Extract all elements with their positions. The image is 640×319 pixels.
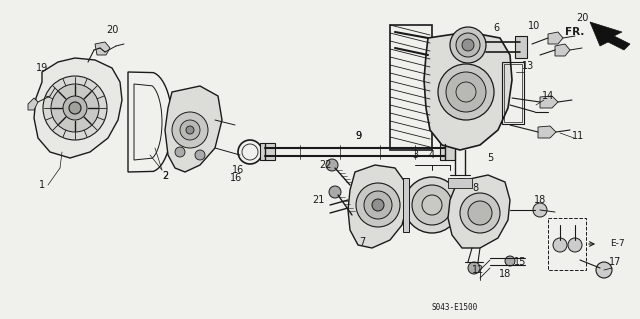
- Circle shape: [596, 262, 612, 278]
- Text: 21: 21: [312, 195, 324, 205]
- Text: 16: 16: [230, 173, 242, 183]
- Text: 10: 10: [528, 21, 540, 31]
- Text: 20: 20: [576, 13, 588, 23]
- Circle shape: [195, 150, 205, 160]
- Text: 3: 3: [412, 150, 418, 160]
- Polygon shape: [424, 32, 512, 150]
- Bar: [440, 143, 455, 160]
- Circle shape: [404, 177, 460, 233]
- Circle shape: [505, 256, 515, 266]
- Circle shape: [462, 39, 474, 51]
- Text: 6: 6: [493, 23, 499, 33]
- Text: 15: 15: [514, 257, 526, 267]
- Circle shape: [372, 199, 384, 211]
- Text: 9: 9: [355, 131, 361, 141]
- Bar: [548, 218, 586, 270]
- Circle shape: [412, 185, 452, 225]
- Bar: [403, 178, 409, 232]
- Bar: [504, 64, 522, 122]
- Circle shape: [51, 84, 99, 132]
- Circle shape: [553, 238, 567, 252]
- Polygon shape: [28, 98, 38, 110]
- Circle shape: [438, 64, 494, 120]
- Text: 14: 14: [542, 91, 554, 101]
- Text: 12: 12: [472, 265, 484, 275]
- Text: 8: 8: [472, 183, 478, 193]
- Polygon shape: [548, 32, 563, 44]
- Circle shape: [456, 33, 480, 57]
- Text: 1: 1: [39, 180, 45, 190]
- Circle shape: [326, 159, 338, 171]
- Text: FR.: FR.: [565, 27, 585, 37]
- Circle shape: [533, 203, 547, 217]
- Text: 17: 17: [609, 257, 621, 267]
- Polygon shape: [555, 44, 570, 56]
- Polygon shape: [34, 58, 122, 158]
- Circle shape: [172, 112, 208, 148]
- Polygon shape: [95, 42, 110, 55]
- Circle shape: [63, 96, 87, 120]
- Circle shape: [446, 72, 486, 112]
- Circle shape: [450, 27, 486, 63]
- Text: 4: 4: [429, 150, 435, 160]
- Text: 13: 13: [522, 61, 534, 71]
- Circle shape: [460, 193, 500, 233]
- Polygon shape: [448, 178, 472, 188]
- Circle shape: [468, 201, 492, 225]
- Circle shape: [69, 102, 81, 114]
- Circle shape: [180, 120, 200, 140]
- Circle shape: [175, 147, 185, 157]
- Circle shape: [329, 186, 341, 198]
- Bar: [260, 143, 275, 160]
- Text: 11: 11: [572, 131, 584, 141]
- Circle shape: [43, 76, 107, 140]
- Text: 2: 2: [162, 171, 168, 181]
- Text: 2: 2: [162, 171, 168, 181]
- Text: 7: 7: [359, 237, 365, 247]
- Text: 22: 22: [319, 160, 332, 170]
- Circle shape: [364, 191, 392, 219]
- Polygon shape: [348, 165, 408, 248]
- Circle shape: [468, 262, 480, 274]
- Polygon shape: [165, 86, 222, 172]
- Text: S043-E1500: S043-E1500: [432, 303, 478, 313]
- Bar: [390, 25, 432, 150]
- Text: 19: 19: [36, 63, 48, 73]
- Text: 18: 18: [534, 195, 546, 205]
- Bar: [458, 178, 464, 232]
- Polygon shape: [538, 126, 556, 138]
- Text: 9: 9: [355, 131, 361, 141]
- Bar: [502, 62, 524, 124]
- Polygon shape: [590, 22, 630, 50]
- Polygon shape: [540, 96, 558, 108]
- Text: E-7: E-7: [610, 240, 625, 249]
- Circle shape: [186, 126, 194, 134]
- Bar: [515, 36, 527, 58]
- Text: 20: 20: [106, 25, 118, 35]
- Text: 16: 16: [232, 165, 244, 175]
- Polygon shape: [448, 175, 510, 248]
- Circle shape: [356, 183, 400, 227]
- Text: 18: 18: [499, 269, 511, 279]
- Circle shape: [568, 238, 582, 252]
- Text: 5: 5: [487, 153, 493, 163]
